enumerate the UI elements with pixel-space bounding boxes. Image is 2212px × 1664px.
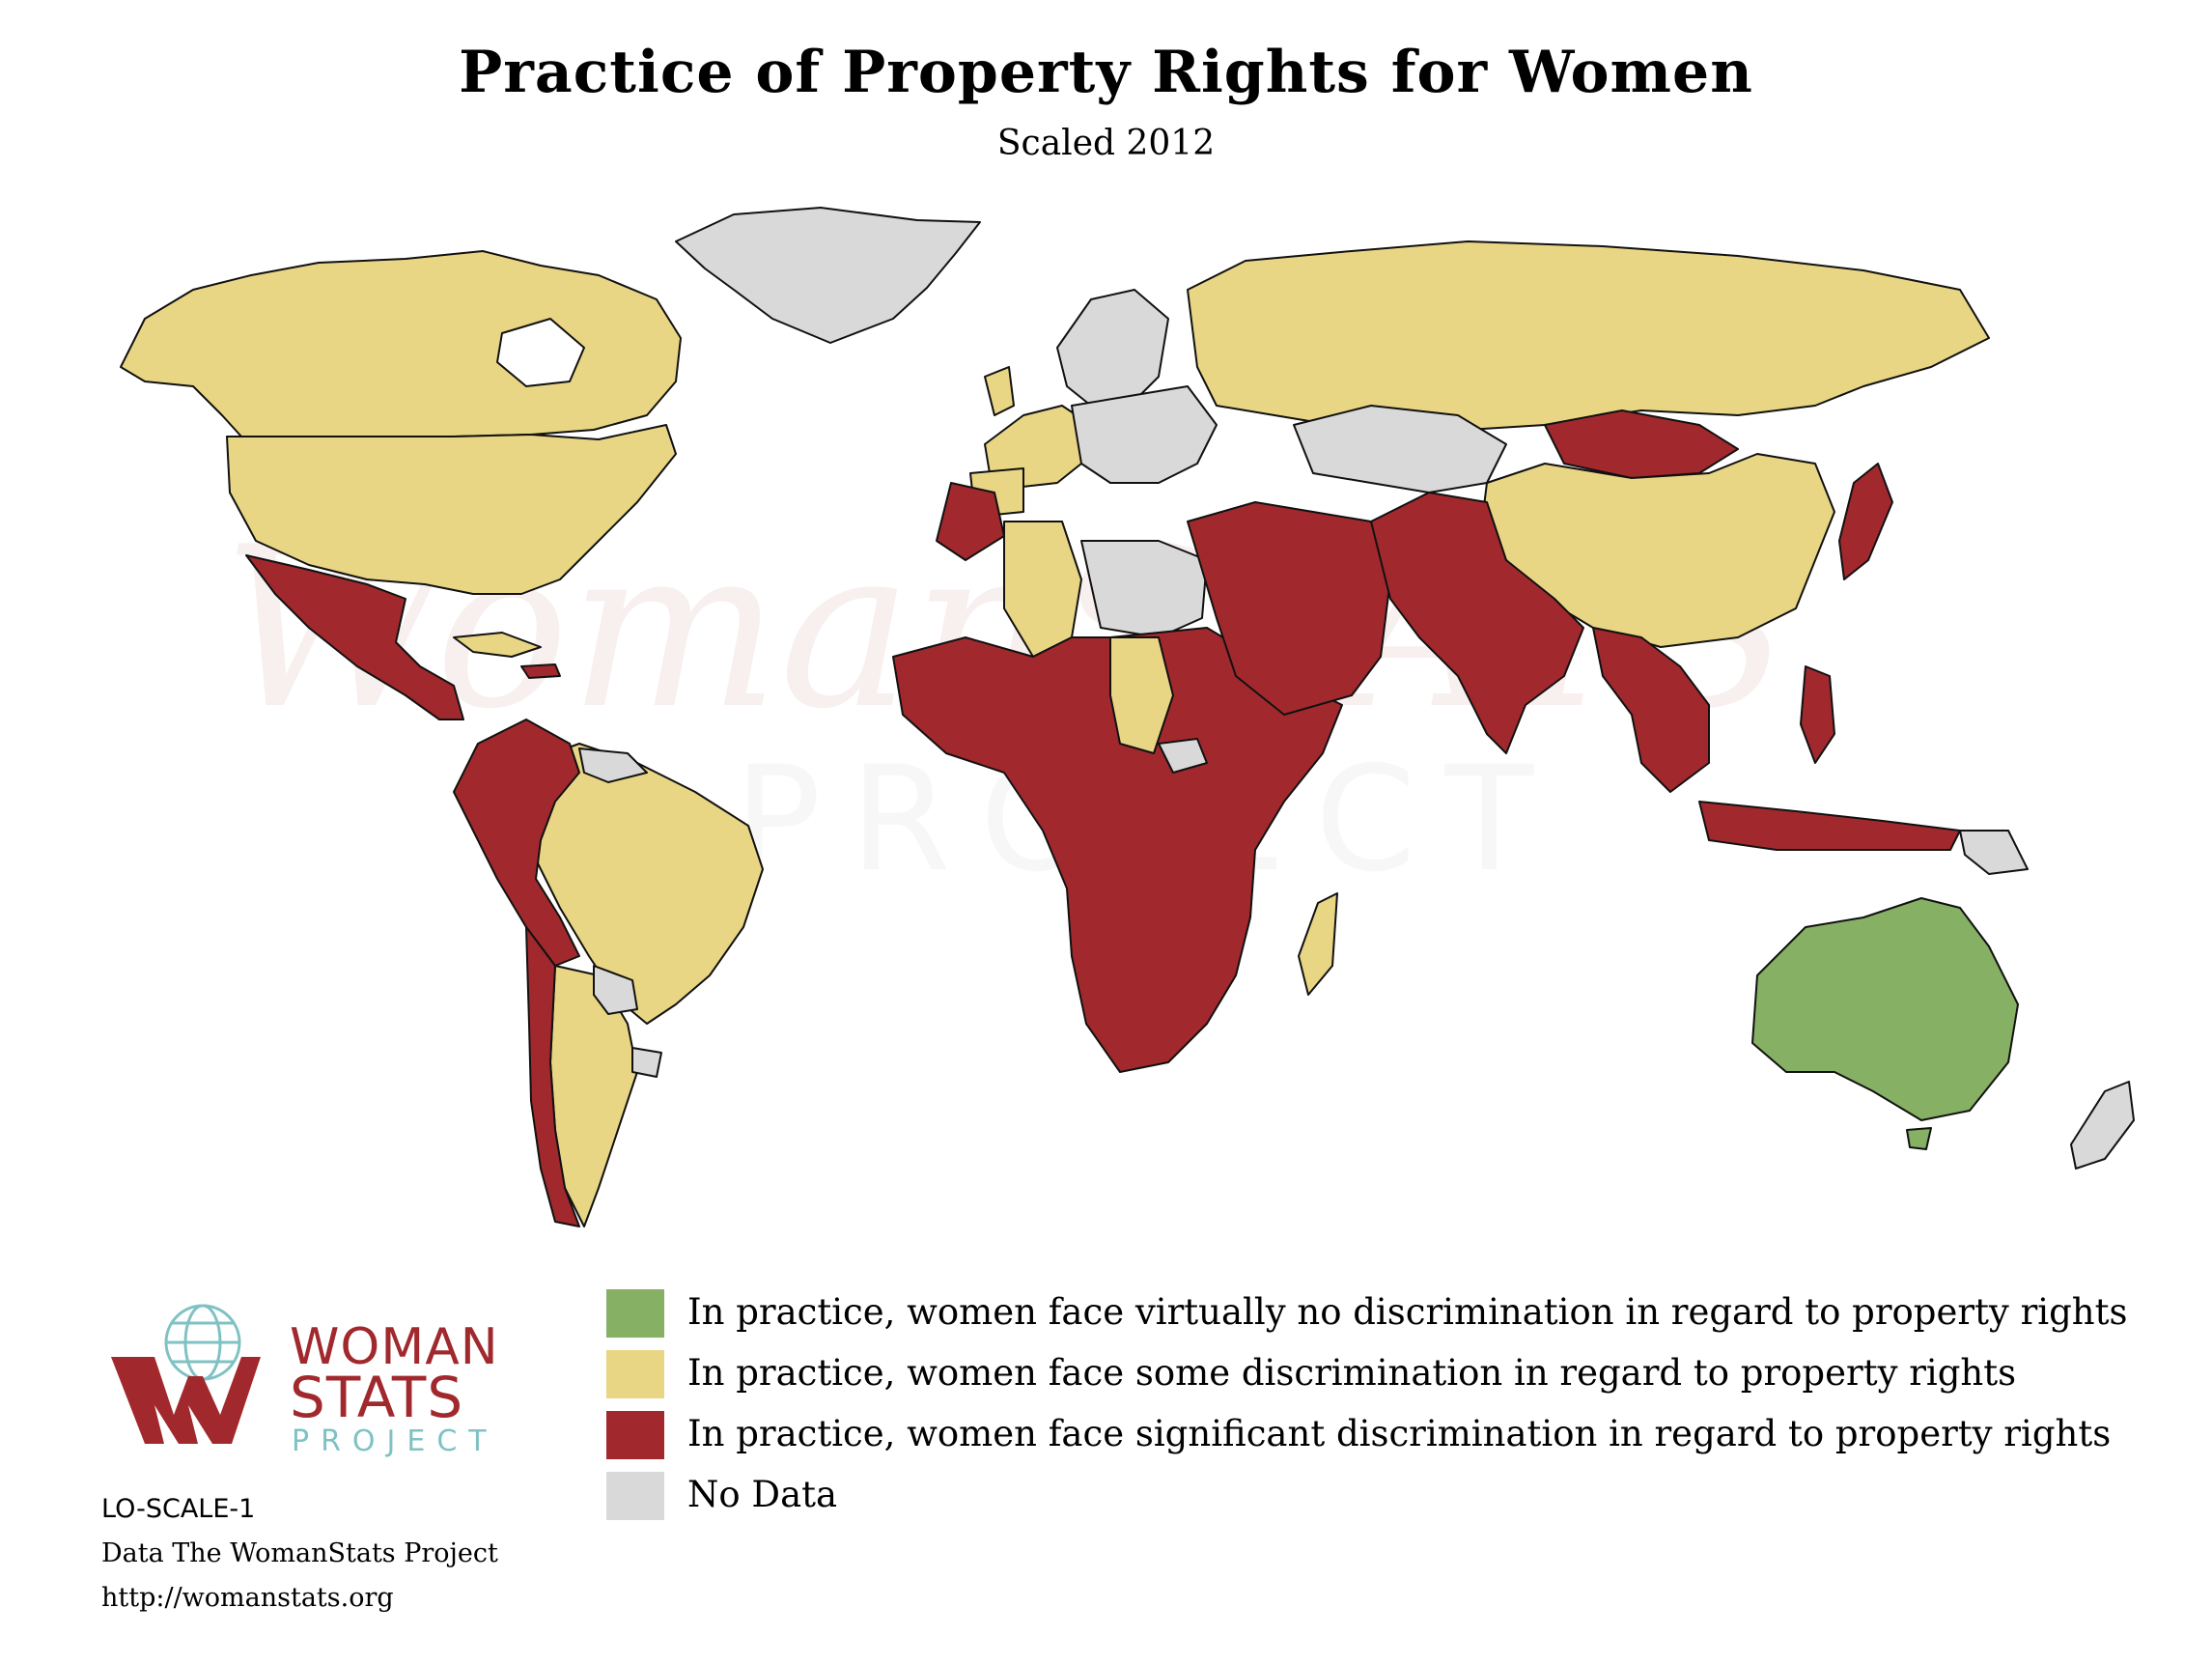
region-canada xyxy=(120,250,682,437)
legend-item-no-data: No Data xyxy=(606,1470,2170,1520)
region-chile xyxy=(525,926,580,1227)
region-philippines xyxy=(1800,665,1835,764)
region-uruguay xyxy=(631,1047,662,1078)
region-southeast-asia xyxy=(1592,627,1710,793)
logo-word-project: PROJECT xyxy=(292,1424,498,1458)
region-eastern-europe xyxy=(1071,385,1218,484)
region-andes-north xyxy=(453,719,580,967)
legend-swatch-significant xyxy=(606,1411,664,1459)
region-paraguay xyxy=(593,965,638,1015)
credits: LO-SCALE-1 Data The WomanStats Project h… xyxy=(101,1487,498,1621)
legend-label-none: In practice, women face virtually no dis… xyxy=(687,1291,2128,1333)
region-morocco xyxy=(936,482,1005,561)
region-uk xyxy=(984,366,1015,416)
legend-swatch-no-data xyxy=(606,1472,664,1520)
legend-swatch-none xyxy=(606,1289,664,1338)
region-mexico-central-america xyxy=(245,554,464,720)
logo-word-woman: WOMAN xyxy=(290,1318,499,1376)
region-haiti xyxy=(520,663,561,679)
map-code: LO-SCALE-1 xyxy=(101,1494,256,1524)
region-russia xyxy=(1187,240,1990,436)
legend-label-significant: In practice, women face significant disc… xyxy=(687,1413,2112,1454)
region-indonesia xyxy=(1698,801,1961,851)
region-guianas xyxy=(578,747,648,783)
region-greenland xyxy=(675,207,981,344)
legend-item-significant: In practice, women face significant disc… xyxy=(606,1409,2170,1459)
source-url: http://womanstats.org xyxy=(101,1583,394,1613)
region-libya-egypt xyxy=(1080,540,1208,638)
region-sudan xyxy=(1109,636,1174,754)
legend-swatch-some xyxy=(606,1350,664,1398)
region-new-zealand xyxy=(2070,1081,2135,1170)
region-tasmania xyxy=(1906,1127,1932,1150)
legend-item-some: In practice, women face some discriminat… xyxy=(606,1348,2170,1398)
region-south-sudan xyxy=(1158,738,1208,774)
logo-emblem-icon xyxy=(111,1304,261,1444)
region-madagascar xyxy=(1298,892,1338,996)
womanstats-logo: WOMAN STATS PROJECT xyxy=(106,1299,512,1463)
data-source: Data The WomanStats Project xyxy=(101,1538,498,1568)
legend-item-none: In practice, women face virtually no dis… xyxy=(606,1287,2170,1338)
region-mongolia xyxy=(1544,409,1739,479)
legend-label-no-data: No Data xyxy=(687,1474,838,1515)
region-usa xyxy=(226,424,677,595)
region-caribbean xyxy=(453,632,542,658)
logo-word-stats: STATS xyxy=(290,1365,464,1430)
region-japan xyxy=(1838,463,1893,580)
region-hudson-bay xyxy=(496,318,585,387)
region-brazil xyxy=(525,743,764,1025)
region-australia xyxy=(1751,897,2019,1121)
map-title: Practice of Property Rights for Women xyxy=(459,39,1753,106)
region-papua-new-guinea xyxy=(1959,830,2029,875)
legend-label-some: In practice, women face some discriminat… xyxy=(687,1352,2017,1394)
region-middle-east xyxy=(1187,501,1391,716)
region-scandinavia xyxy=(1056,289,1169,407)
map-subtitle: Scaled 2012 xyxy=(996,124,1216,163)
region-south-asia xyxy=(1370,492,1584,754)
